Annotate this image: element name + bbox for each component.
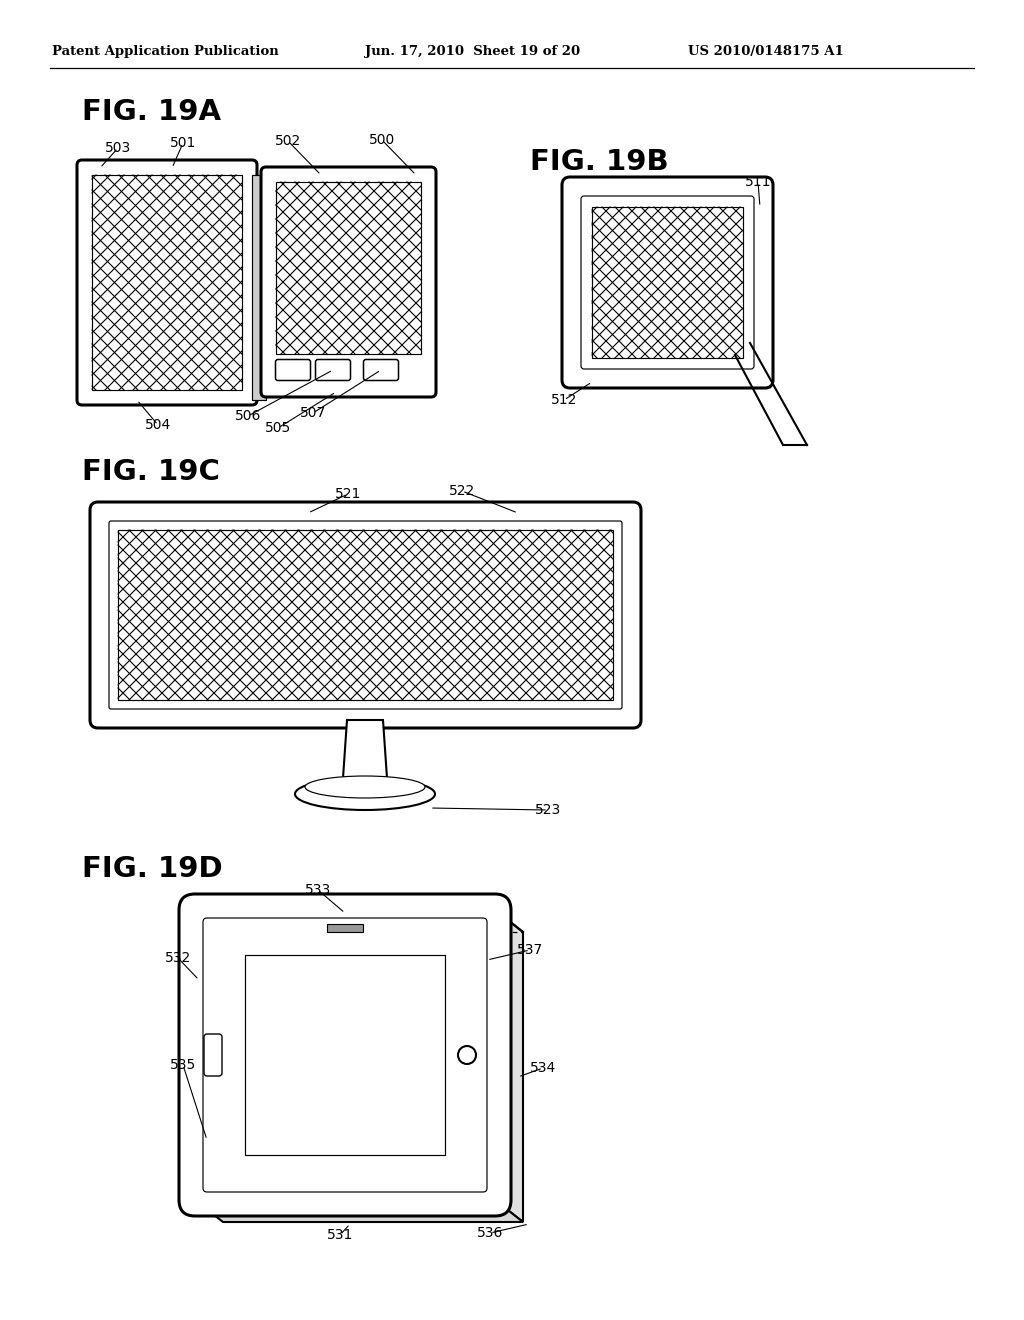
Polygon shape: [495, 909, 523, 1222]
Ellipse shape: [458, 1045, 476, 1064]
Bar: [276, 182, 421, 354]
Bar: [592, 207, 743, 358]
Text: 511: 511: [744, 176, 771, 189]
Bar: [118, 531, 613, 700]
Text: 501: 501: [170, 136, 197, 150]
Text: 534: 534: [529, 1061, 556, 1074]
FancyBboxPatch shape: [90, 502, 641, 729]
Text: 535: 535: [170, 1059, 197, 1072]
Text: 504: 504: [144, 418, 171, 432]
Polygon shape: [343, 719, 387, 777]
Text: 532: 532: [165, 950, 191, 965]
Text: 537: 537: [517, 942, 543, 957]
Bar: [327, 924, 362, 932]
Text: 506: 506: [234, 409, 261, 422]
Ellipse shape: [305, 776, 425, 799]
FancyBboxPatch shape: [315, 359, 350, 380]
FancyBboxPatch shape: [364, 359, 398, 380]
Text: 505: 505: [265, 421, 291, 436]
FancyBboxPatch shape: [562, 177, 773, 388]
Text: 533: 533: [305, 883, 331, 898]
Text: 521: 521: [335, 487, 361, 502]
FancyBboxPatch shape: [77, 160, 257, 405]
Text: 507: 507: [300, 407, 326, 420]
FancyBboxPatch shape: [204, 1034, 222, 1076]
FancyBboxPatch shape: [275, 359, 310, 380]
Text: 522: 522: [449, 484, 475, 498]
Bar: [592, 207, 743, 358]
Bar: [276, 182, 421, 354]
FancyBboxPatch shape: [109, 521, 622, 709]
Text: FIG. 19B: FIG. 19B: [530, 148, 669, 176]
Text: FIG. 19A: FIG. 19A: [82, 98, 221, 125]
Text: 523: 523: [535, 803, 561, 817]
Text: FIG. 19C: FIG. 19C: [82, 458, 220, 486]
Text: 531: 531: [327, 1228, 353, 1242]
Bar: [118, 531, 613, 700]
Bar: [245, 954, 445, 1155]
Polygon shape: [195, 1200, 523, 1222]
FancyBboxPatch shape: [179, 894, 511, 1216]
Text: 536: 536: [477, 1226, 503, 1239]
Bar: [245, 954, 445, 1155]
Text: 503: 503: [104, 141, 131, 154]
Bar: [252, 176, 266, 400]
Text: US 2010/0148175 A1: US 2010/0148175 A1: [688, 45, 844, 58]
Text: 500: 500: [369, 133, 395, 147]
Text: Patent Application Publication: Patent Application Publication: [52, 45, 279, 58]
Text: Jun. 17, 2010  Sheet 19 of 20: Jun. 17, 2010 Sheet 19 of 20: [365, 45, 581, 58]
FancyBboxPatch shape: [261, 168, 436, 397]
Text: FIG. 19D: FIG. 19D: [82, 855, 222, 883]
Ellipse shape: [295, 777, 435, 810]
Text: 512: 512: [551, 393, 578, 407]
FancyBboxPatch shape: [203, 917, 487, 1192]
Bar: [92, 176, 242, 389]
Bar: [92, 176, 242, 389]
Text: 502: 502: [274, 135, 301, 148]
FancyBboxPatch shape: [581, 195, 754, 370]
